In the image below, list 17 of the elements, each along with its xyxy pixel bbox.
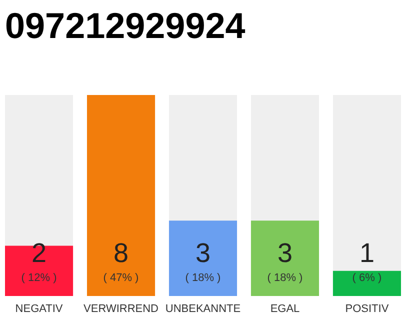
data-label: 3 <box>277 238 293 268</box>
x-tick-label: VERWIRREND <box>84 302 159 315</box>
x-tick-label: EGAL <box>270 302 300 315</box>
annotation: ( 18% ) <box>185 272 221 284</box>
x-tick-label: POSITIV <box>345 302 390 315</box>
data-label: 3 <box>195 238 211 268</box>
x-tick-label: NEGATIV <box>15 302 64 315</box>
annotation: ( 47% ) <box>103 272 139 284</box>
data-label: 8 <box>113 238 129 268</box>
bar <box>332 270 401 296</box>
x-tick-label: UNBEKANNTE <box>165 302 241 315</box>
data-label: 2 <box>32 238 47 268</box>
annotation: ( 6% ) <box>352 272 382 284</box>
chart-title: 097212929924 <box>5 5 246 46</box>
annotation: ( 12% ) <box>21 272 57 284</box>
data-label: 1 <box>359 238 374 268</box>
annotation: ( 18% ) <box>267 272 303 284</box>
